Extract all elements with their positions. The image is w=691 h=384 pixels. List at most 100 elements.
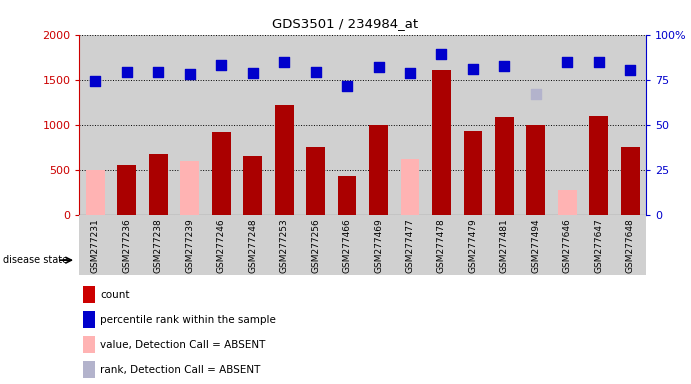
Bar	[621, 147, 640, 215]
Text: synchronous metastasis: synchronous metastasis	[426, 255, 552, 265]
Text: GSM277256: GSM277256	[311, 218, 320, 273]
Bar	[86, 170, 104, 215]
Bar	[432, 70, 451, 215]
Bar	[300, 215, 331, 275]
Bar	[331, 215, 363, 275]
Text: GSM277236: GSM277236	[122, 218, 131, 273]
Bar	[243, 156, 262, 215]
Bar	[180, 161, 199, 215]
Bar	[363, 35, 395, 215]
Bar	[268, 35, 300, 215]
Point	[467, 66, 478, 72]
Text: rank, Detection Call = ABSENT: rank, Detection Call = ABSENT	[100, 365, 261, 375]
Point	[310, 68, 321, 74]
Bar	[205, 35, 237, 215]
Bar	[401, 159, 419, 215]
Point	[90, 78, 101, 84]
Point	[278, 59, 290, 65]
Bar	[457, 35, 489, 215]
Bar	[237, 35, 268, 215]
Bar	[464, 131, 482, 215]
Point	[562, 59, 573, 65]
Bar	[395, 215, 426, 275]
Bar	[205, 215, 237, 275]
Bar	[558, 190, 577, 215]
Text: GSM277478: GSM277478	[437, 218, 446, 273]
Text: GSM277246: GSM277246	[216, 218, 226, 273]
Text: GSM277253: GSM277253	[280, 218, 289, 273]
Bar	[589, 116, 608, 215]
Point	[121, 70, 132, 76]
Bar	[79, 215, 111, 275]
Bar	[583, 35, 614, 215]
Bar	[527, 125, 545, 215]
Bar	[331, 35, 363, 215]
Bar	[111, 215, 142, 275]
Text: GSM277469: GSM277469	[374, 218, 383, 273]
Bar	[614, 35, 646, 215]
Bar	[520, 215, 551, 275]
Point	[184, 71, 195, 77]
Bar	[174, 215, 205, 275]
Text: count: count	[100, 290, 130, 300]
Text: GSM277648: GSM277648	[626, 218, 635, 273]
Point	[404, 70, 415, 76]
Bar	[300, 35, 331, 215]
Text: GDS3501 / 234984_at: GDS3501 / 234984_at	[272, 17, 419, 30]
Bar	[111, 35, 142, 215]
Text: GSM277479: GSM277479	[468, 218, 477, 273]
Text: disease state: disease state	[3, 255, 68, 265]
Bar	[551, 215, 583, 275]
Bar	[174, 35, 205, 215]
Text: GSM277239: GSM277239	[185, 218, 194, 273]
Point	[216, 62, 227, 68]
Bar	[79, 35, 111, 215]
Bar	[142, 35, 174, 215]
Text: GSM277231: GSM277231	[91, 218, 100, 273]
Bar	[426, 35, 457, 215]
Point	[153, 68, 164, 74]
Bar	[489, 215, 520, 275]
Bar	[495, 117, 514, 215]
Bar	[117, 164, 136, 215]
Bar	[79, 246, 331, 275]
Bar	[520, 35, 551, 215]
Point	[247, 70, 258, 76]
Bar	[338, 176, 357, 215]
Text: value, Detection Call = ABSENT: value, Detection Call = ABSENT	[100, 340, 265, 350]
Bar	[583, 215, 614, 275]
Point	[625, 67, 636, 73]
Point	[436, 51, 447, 58]
Point	[373, 64, 384, 70]
Point	[531, 91, 542, 97]
Text: GSM277477: GSM277477	[406, 218, 415, 273]
Bar	[614, 215, 646, 275]
Text: GSM277481: GSM277481	[500, 218, 509, 273]
Point	[341, 83, 352, 89]
Bar	[363, 215, 395, 275]
Bar	[331, 246, 646, 275]
Text: percentile rank within the sample: percentile rank within the sample	[100, 315, 276, 325]
Text: GSM277238: GSM277238	[153, 218, 162, 273]
Bar	[149, 154, 168, 215]
Point	[499, 63, 510, 69]
Bar	[211, 132, 231, 215]
Bar	[142, 215, 174, 275]
Bar	[489, 35, 520, 215]
Text: GSM277248: GSM277248	[248, 218, 257, 273]
Bar	[426, 215, 457, 275]
Bar	[237, 215, 268, 275]
Text: metachronous metastasis: metachronous metastasis	[138, 255, 273, 265]
Bar	[369, 125, 388, 215]
Text: GSM277646: GSM277646	[563, 218, 572, 273]
Bar	[551, 35, 583, 215]
Bar	[457, 215, 489, 275]
Bar	[395, 35, 426, 215]
Bar	[268, 215, 300, 275]
Text: GSM277647: GSM277647	[594, 218, 603, 273]
Point	[594, 59, 605, 65]
Text: GSM277494: GSM277494	[531, 218, 540, 273]
Text: GSM277466: GSM277466	[343, 218, 352, 273]
Bar	[274, 105, 294, 215]
Bar	[306, 147, 325, 215]
